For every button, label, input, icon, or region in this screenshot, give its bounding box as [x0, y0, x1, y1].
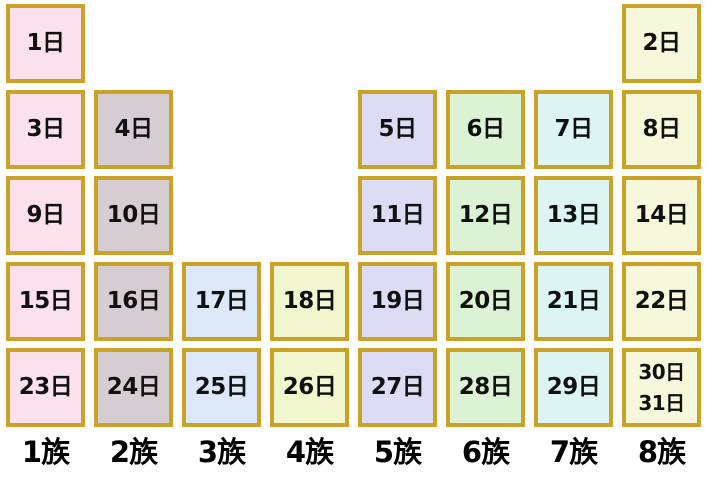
day-cell-empty [182, 4, 261, 83]
day-label: 6日 [466, 116, 505, 142]
group-label-6: 6族 [461, 435, 510, 469]
day-cell[interactable]: 16日 [94, 262, 173, 341]
group-label-7: 7族 [549, 435, 598, 469]
day-label: 8日 [642, 116, 681, 142]
day-cell[interactable]: 24日 [94, 348, 173, 427]
day-label: 16日 [106, 288, 161, 314]
day-label: 29日 [546, 374, 601, 400]
day-cell-empty [270, 4, 349, 83]
group-label-3: 3族 [197, 435, 246, 469]
day-label: 23日 [18, 374, 73, 400]
day-cell[interactable]: 6日 [446, 90, 525, 169]
day-cell[interactable]: 23日 [6, 348, 85, 427]
day-label: 5日 [378, 116, 417, 142]
day-label: 2日 [642, 30, 681, 56]
group-label-5: 5族 [373, 435, 422, 469]
day-label: 3日 [26, 116, 65, 142]
day-cell[interactable]: 21日 [534, 262, 613, 341]
day-cell[interactable]: 25日 [182, 348, 261, 427]
day-label: 18日 [282, 288, 337, 314]
group-label-2: 2族 [109, 435, 158, 469]
day-label: 10日 [106, 202, 161, 228]
day-cell-empty [182, 176, 261, 255]
day-cell[interactable]: 30日 31日 [622, 348, 701, 427]
day-cell-empty [94, 4, 173, 83]
day-cell-empty [358, 4, 437, 83]
day-label: 27日 [370, 374, 425, 400]
day-cell[interactable]: 8日 [622, 90, 701, 169]
day-cell-empty [446, 4, 525, 83]
day-cell[interactable]: 22日 [622, 262, 701, 341]
group-label-4: 4族 [285, 435, 334, 469]
day-label: 9日 [26, 202, 65, 228]
day-label: 31日 [638, 391, 685, 415]
day-label: 4日 [114, 116, 153, 142]
day-cell[interactable]: 19日 [358, 262, 437, 341]
day-cell[interactable]: 1日 [6, 4, 85, 83]
day-cell[interactable]: 11日 [358, 176, 437, 255]
day-label: 1日 [26, 30, 65, 56]
day-label: 30日 [638, 360, 685, 384]
day-cell-grid: 1日 2日 3日 4日 5日 6日 7日 8日 9日 10日 11日 12日 13日 14日 15日 16日 1… [6, 4, 714, 427]
day-label: 21日 [546, 288, 601, 314]
group-label-1: 1族 [21, 435, 70, 469]
group-label-row: 1族 2族 3族 4族 5族 6族 7族 8族 [6, 438, 714, 467]
day-cell-empty [534, 4, 613, 83]
group-label-8: 8族 [637, 435, 686, 469]
day-cell[interactable]: 9日 [6, 176, 85, 255]
day-label: 25日 [194, 374, 249, 400]
day-label: 14日 [634, 202, 689, 228]
day-cell[interactable]: 29日 [534, 348, 613, 427]
day-cell[interactable]: 10日 [94, 176, 173, 255]
day-cell[interactable]: 27日 [358, 348, 437, 427]
day-cell[interactable]: 13日 [534, 176, 613, 255]
day-label: 20日 [458, 288, 513, 314]
day-cell[interactable]: 12日 [446, 176, 525, 255]
day-cell-empty [270, 176, 349, 255]
day-label: 24日 [106, 374, 161, 400]
day-label: 11日 [370, 202, 425, 228]
day-cell[interactable]: 17日 [182, 262, 261, 341]
day-cell[interactable]: 14日 [622, 176, 701, 255]
day-cell-empty [182, 90, 261, 169]
day-cell[interactable]: 2日 [622, 4, 701, 83]
day-label: 7日 [554, 116, 593, 142]
day-cell[interactable]: 28日 [446, 348, 525, 427]
day-label: 22日 [634, 288, 689, 314]
day-cell[interactable]: 15日 [6, 262, 85, 341]
day-cell[interactable]: 4日 [94, 90, 173, 169]
day-label: 28日 [458, 374, 513, 400]
day-label: 13日 [546, 202, 601, 228]
day-cell[interactable]: 18日 [270, 262, 349, 341]
day-label: 19日 [370, 288, 425, 314]
day-cell[interactable]: 20日 [446, 262, 525, 341]
day-label: 17日 [194, 288, 249, 314]
day-label: 15日 [18, 288, 73, 314]
day-cell-empty [270, 90, 349, 169]
day-cell[interactable]: 5日 [358, 90, 437, 169]
day-cell[interactable]: 7日 [534, 90, 613, 169]
day-label: 26日 [282, 374, 337, 400]
day-cell[interactable]: 26日 [270, 348, 349, 427]
day-cell[interactable]: 3日 [6, 90, 85, 169]
day-label: 12日 [458, 202, 513, 228]
